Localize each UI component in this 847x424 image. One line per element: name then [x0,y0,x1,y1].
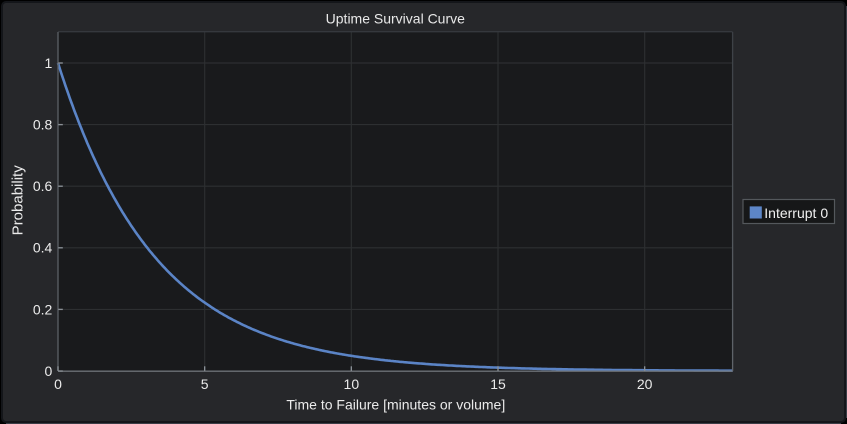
svg-text:0.2: 0.2 [33,301,53,317]
svg-text:20: 20 [637,376,653,392]
svg-text:0: 0 [54,376,62,392]
svg-text:0.6: 0.6 [33,178,53,194]
svg-text:0: 0 [45,363,53,379]
svg-text:Time to Failure [minutes or vo: Time to Failure [minutes or volume] [286,396,505,412]
svg-text:10: 10 [344,376,360,392]
svg-text:0.8: 0.8 [33,117,53,133]
svg-text:15: 15 [490,376,506,392]
svg-text:Uptime Survival Curve: Uptime Survival Curve [326,11,465,27]
svg-text:Probability: Probability [10,165,27,236]
svg-text:Interrupt 0: Interrupt 0 [764,205,828,221]
svg-text:5: 5 [201,376,209,392]
svg-text:0.4: 0.4 [33,240,53,256]
svg-text:1: 1 [45,55,53,71]
